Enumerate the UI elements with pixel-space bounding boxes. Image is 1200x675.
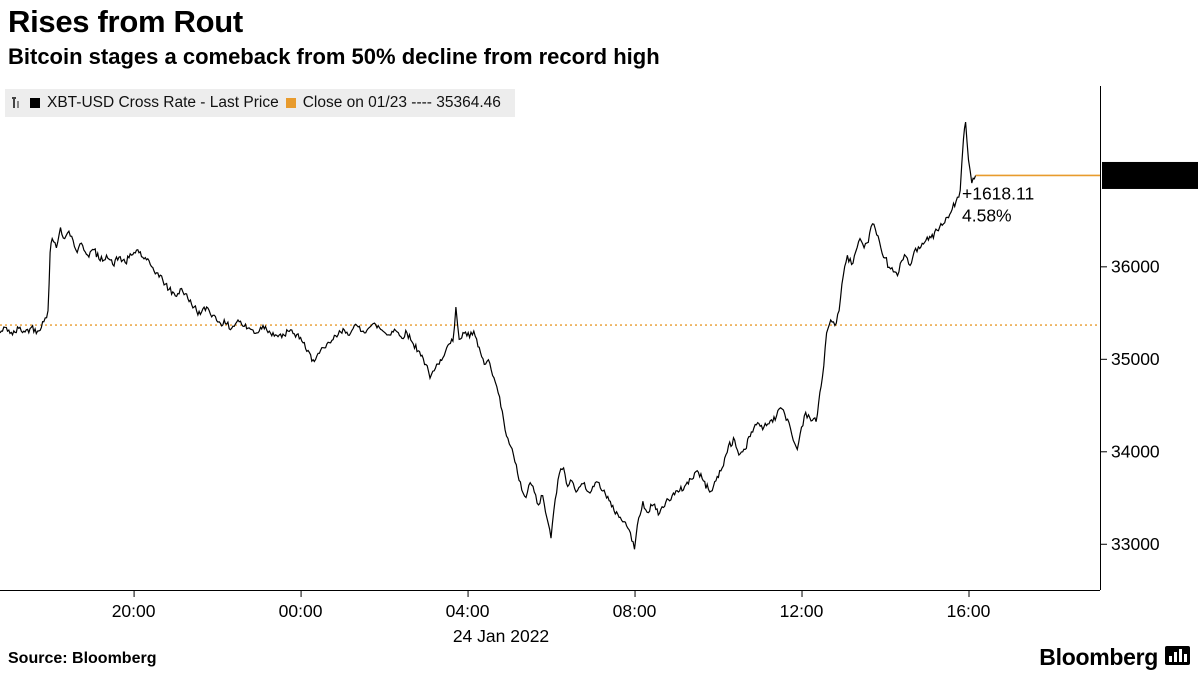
last-price-label-box	[1102, 161, 1198, 189]
last-price-label: 36982.57	[1114, 165, 1187, 185]
bloomberg-logo-text: Bloomberg	[1039, 644, 1158, 670]
x-tick-label: 16:00	[947, 601, 991, 621]
x-tick-label: 00:00	[279, 601, 323, 621]
x-tick-label: 04:00	[446, 601, 490, 621]
x-tick-label: 12:00	[780, 601, 824, 621]
x-tick-label: 20:00	[112, 601, 156, 621]
x-tick-label: 08:00	[613, 601, 657, 621]
legend-style-icon[interactable]	[12, 96, 23, 110]
y-tick-label: 33000	[1111, 534, 1160, 554]
series2-label: Close on 01/23 ---- 35364.46	[302, 94, 501, 111]
series1-swatch	[30, 98, 40, 108]
y-tick-label: 35000	[1111, 349, 1160, 369]
page-title: Rises from Rout	[8, 4, 243, 39]
change-pct-label: 4.58%	[962, 205, 1012, 225]
chart-legend[interactable]: XBT-USD Cross Rate - Last Price Close on…	[5, 89, 515, 117]
series2-swatch	[285, 98, 296, 108]
y-tick-label: 34000	[1111, 441, 1160, 461]
bloomberg-logo: Bloomberg	[1039, 644, 1190, 671]
bloomberg-logo-icon	[1165, 645, 1190, 670]
page-subtitle: Bitcoin stages a comeback from 50% decli…	[8, 44, 660, 70]
x-axis-date-label: 24 Jan 2022	[453, 626, 549, 646]
change-label: +1618.11	[962, 183, 1034, 203]
chart-header: Rises from Rout Bitcoin stages a comebac…	[8, 4, 660, 70]
price-line	[0, 121, 977, 550]
source-label: Source: Bloomberg	[8, 650, 157, 667]
price-chart[interactable]: 36000 35000 34000 33000 20:00 00:00 04:00 08:00…	[0, 86, 1200, 652]
series1-label: XBT-USD Cross Rate - Last Price	[47, 94, 279, 111]
y-tick-label: 36000	[1111, 256, 1160, 276]
